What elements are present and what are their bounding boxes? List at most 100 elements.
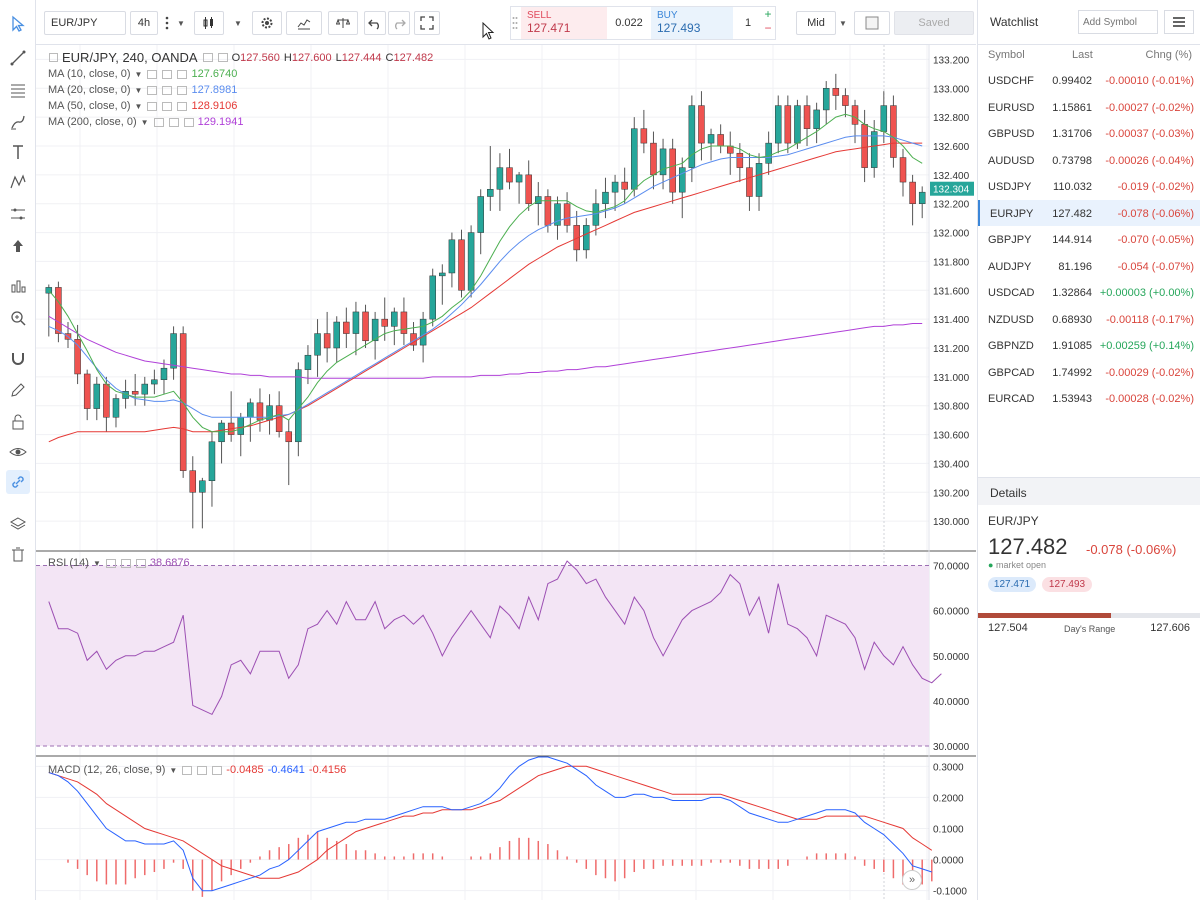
eye-icon[interactable] bbox=[217, 53, 228, 62]
candle-up bbox=[515, 174, 523, 183]
settings-icon[interactable] bbox=[105, 558, 116, 568]
close-icon[interactable] bbox=[177, 101, 188, 111]
sell-button[interactable]: SELL 127.471 bbox=[521, 7, 607, 39]
candle-up bbox=[487, 189, 494, 197]
layers-icon[interactable] bbox=[6, 512, 30, 536]
trend-line-icon[interactable] bbox=[6, 46, 30, 70]
eye-icon[interactable] bbox=[168, 117, 179, 127]
add-symbol-input[interactable] bbox=[1078, 10, 1158, 34]
close-icon[interactable] bbox=[177, 85, 188, 95]
watchlist-row[interactable]: GBPUSD 1.31706 -0.00037 (-0.03%) bbox=[978, 120, 1200, 147]
settings-icon[interactable] bbox=[202, 53, 213, 62]
row-change: +0.00259 (+0.14%) bbox=[1099, 340, 1194, 352]
save-label: Saved bbox=[918, 17, 950, 29]
eye-icon[interactable] bbox=[6, 440, 30, 464]
color-square-icon[interactable] bbox=[854, 11, 890, 35]
undo-icon[interactable] bbox=[364, 11, 386, 35]
watchlist-row[interactable]: EURJPY 127.482 -0.078 (-0.06%) bbox=[978, 199, 1200, 226]
candle-up bbox=[151, 379, 158, 385]
interval-button[interactable]: 4h bbox=[130, 11, 158, 35]
save-button[interactable]: Saved bbox=[894, 11, 974, 35]
col-change[interactable]: Chng (%) bbox=[1145, 49, 1192, 61]
chevron-down-icon[interactable]: ▼ bbox=[836, 11, 850, 35]
fullscreen-icon[interactable] bbox=[414, 11, 440, 35]
chevron-down-icon[interactable]: ▼ bbox=[228, 11, 248, 35]
row-last: 1.74992 bbox=[1052, 366, 1092, 379]
pattern-icon[interactable] bbox=[6, 170, 30, 194]
eye-icon[interactable] bbox=[197, 765, 208, 775]
magnet-icon[interactable] bbox=[6, 346, 30, 370]
settings-icon[interactable] bbox=[147, 101, 158, 111]
chevron-down-icon[interactable]: ▼ bbox=[174, 11, 188, 35]
collapse-icon[interactable] bbox=[49, 53, 58, 62]
scroll-to-latest-button[interactable]: » bbox=[902, 870, 922, 890]
eye-icon[interactable] bbox=[120, 558, 131, 568]
compare-icon[interactable] bbox=[328, 11, 358, 35]
mouse-cursor-icon bbox=[482, 21, 496, 43]
settings-icon[interactable] bbox=[147, 69, 158, 79]
close-icon[interactable] bbox=[183, 117, 194, 127]
text-icon[interactable] bbox=[6, 140, 30, 164]
close-icon[interactable] bbox=[212, 765, 223, 775]
eye-icon[interactable] bbox=[162, 101, 173, 111]
decrease-button[interactable]: − bbox=[764, 21, 772, 35]
watchlist-row[interactable]: USDCHF 0.99402 -0.00010 (-0.01%) bbox=[978, 67, 1200, 94]
chart-area[interactable]: 133.200 133.000 132.800 132.600 132.400 132.2… bbox=[36, 45, 976, 900]
price-axis-label: 131.200 bbox=[933, 344, 970, 355]
quantity-input[interactable]: 1 bbox=[744, 17, 752, 29]
brush-icon[interactable] bbox=[6, 110, 30, 134]
rsi-legend: RSI (14) ▼ 38.6876 bbox=[48, 557, 190, 569]
row-last: 0.99402 bbox=[1052, 75, 1092, 87]
candle-up bbox=[554, 203, 561, 226]
rsi-axis-label: 70.0000 bbox=[933, 562, 970, 573]
price-source-dropdown[interactable]: Mid bbox=[796, 11, 836, 35]
measure-icon[interactable] bbox=[6, 202, 30, 226]
watchlist-row[interactable]: EURUSD 1.15861 -0.00027 (-0.02%) bbox=[978, 94, 1200, 121]
watchlist-row[interactable]: GBPCAD 1.74992 -0.00029 (-0.02%) bbox=[978, 359, 1200, 386]
buy-button[interactable]: BUY 127.493 bbox=[651, 7, 733, 39]
col-symbol[interactable]: Symbol bbox=[988, 49, 1025, 61]
row-change: -0.00027 (-0.02%) bbox=[1105, 101, 1194, 114]
candle-down bbox=[909, 181, 916, 204]
candle-down bbox=[563, 203, 571, 226]
fib-icon[interactable] bbox=[6, 78, 30, 102]
eye-icon[interactable] bbox=[162, 69, 173, 79]
row-last: 110.032 bbox=[1053, 181, 1092, 193]
settings-icon[interactable] bbox=[182, 765, 193, 775]
col-last[interactable]: Last bbox=[1072, 49, 1093, 61]
redo-icon[interactable] bbox=[388, 11, 410, 35]
close-icon[interactable] bbox=[177, 69, 188, 79]
indicators-icon[interactable] bbox=[286, 11, 322, 35]
trash-icon[interactable] bbox=[6, 542, 30, 566]
menu-icon[interactable] bbox=[1164, 10, 1194, 34]
settings-icon[interactable] bbox=[147, 85, 158, 95]
eye-icon[interactable] bbox=[162, 85, 173, 95]
watchlist-row[interactable]: USDCAD 1.32864 +0.00003 (+0.00%) bbox=[978, 279, 1200, 306]
candle-style-icon[interactable] bbox=[194, 11, 224, 35]
candle-down bbox=[343, 321, 350, 334]
candle-up bbox=[45, 287, 53, 294]
more-icon[interactable] bbox=[160, 11, 174, 35]
watchlist-row[interactable]: AUDUSD 0.73798 -0.00026 (-0.04%) bbox=[978, 147, 1200, 174]
watchlist-row[interactable]: EURCAD 1.53943 -0.00028 (-0.02%) bbox=[978, 385, 1200, 412]
link-icon[interactable] bbox=[6, 470, 30, 494]
lock-icon[interactable] bbox=[6, 410, 30, 434]
symbol-search-input[interactable]: EUR/JPY bbox=[44, 11, 126, 35]
low-label: L bbox=[335, 51, 342, 64]
settings-icon[interactable] bbox=[153, 117, 164, 127]
settings-gear-icon[interactable] bbox=[252, 11, 282, 35]
watchlist-row[interactable]: NZDUSD 0.68930 -0.00118 (-0.17%) bbox=[978, 306, 1200, 333]
chart-tools-icon[interactable] bbox=[6, 274, 30, 298]
watchlist-row[interactable]: USDJPY 110.032 -0.019 (-0.02%) bbox=[978, 173, 1200, 200]
increase-button[interactable]: + bbox=[764, 7, 772, 21]
zoom-icon[interactable] bbox=[6, 306, 30, 330]
close-icon[interactable] bbox=[135, 558, 146, 568]
arrow-up-icon[interactable] bbox=[6, 234, 30, 258]
drag-handle-icon[interactable] bbox=[512, 15, 518, 31]
cursor-icon[interactable] bbox=[6, 12, 30, 36]
pencil-lock-icon[interactable] bbox=[6, 378, 30, 402]
watchlist-row[interactable]: GBPNZD 1.91085 +0.00259 (+0.14%) bbox=[978, 332, 1200, 359]
quantity-stepper[interactable]: + − bbox=[761, 7, 775, 39]
watchlist-row[interactable]: GBPJPY 144.914 -0.070 (-0.05%) bbox=[978, 226, 1200, 253]
watchlist-row[interactable]: AUDJPY 81.196 -0.054 (-0.07%) bbox=[978, 253, 1200, 280]
